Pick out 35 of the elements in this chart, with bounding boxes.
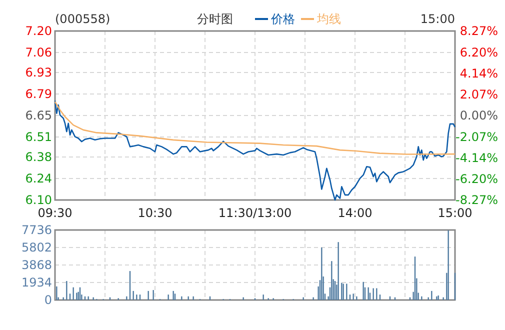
y-tick-label: 7.06 — [25, 46, 52, 60]
y2-tick-label: -4.14% — [456, 151, 498, 165]
y2-tick-label: 6.20% — [460, 45, 498, 60]
y-tick-label: 6.38 — [25, 150, 52, 164]
y-tick-label: 5802 — [21, 240, 52, 255]
y2-tick-label: 0.00% — [460, 108, 498, 123]
y-tick-label: 6.65 — [25, 108, 52, 123]
y-tick-label: 3868 — [21, 258, 52, 272]
y2-tick-label: -8.27% — [456, 193, 498, 208]
y-tick-label: 6.51 — [25, 130, 52, 144]
y2-tick-label: 2.07% — [460, 88, 498, 102]
line-series — [54, 100, 456, 201]
legend-label: 均线 — [316, 12, 341, 26]
y-tick-label: 0 — [44, 293, 52, 308]
x-tick-label: 09:30 — [38, 206, 72, 220]
y-tick-label: 6.93 — [25, 66, 52, 80]
y2-tick-label: -2.07% — [456, 130, 498, 144]
y-tick-label: 6.79 — [25, 87, 52, 102]
y-tick-label: 6.10 — [25, 193, 52, 208]
text: 分时图 — [197, 12, 233, 26]
chart-title: (000558) — [55, 12, 110, 26]
text: 15:00 — [420, 12, 455, 26]
x-tick-label: 11:30/13:00 — [218, 206, 292, 220]
y-tick-label: 7736 — [21, 223, 52, 238]
y-tick-label: 1934 — [21, 276, 52, 290]
line-series — [54, 101, 456, 155]
y2-tick-label: -6.20% — [456, 172, 498, 186]
y2-tick-label: 8.27% — [460, 24, 498, 38]
y2-tick-label: 4.14% — [460, 66, 498, 80]
x-tick-label: 10:30 — [138, 206, 172, 220]
y-tick-label: 7.20 — [25, 24, 52, 38]
x-tick-label: 15:00 — [438, 206, 472, 220]
x-tick-label: 14:00 — [338, 206, 372, 220]
y-tick-label: 6.24 — [25, 172, 52, 186]
legend-label: 价格 — [270, 12, 295, 26]
